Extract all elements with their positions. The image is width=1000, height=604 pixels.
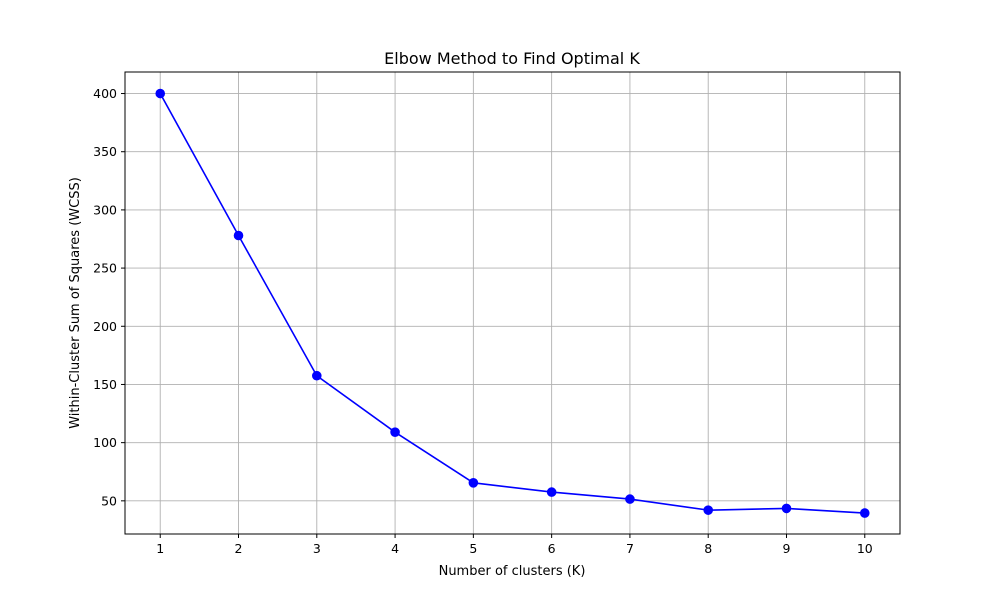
series [155,88,870,518]
y-tick-label: 200 [93,319,117,334]
y-tick-label: 50 [101,493,117,508]
data-point [546,487,557,497]
y-tick-label: 350 [93,144,117,159]
y-tick-label: 250 [93,261,117,276]
data-point [233,230,244,241]
data-point [781,503,792,514]
y-tick-label: 400 [93,86,117,101]
y-tick-label: 300 [93,202,117,217]
x-tick-label: 2 [235,541,243,556]
data-point [625,494,635,504]
y-axis-title: Within-Cluster Sum of Squares (WCSS) [68,177,83,429]
grid [125,72,900,534]
y-tick-label: 150 [93,377,117,392]
x-tick-label: 9 [783,541,791,556]
x-tick-label: 1 [156,541,164,556]
axes: 1 2 3 4 5 6 7 8 9 10 50 100 150 200 250 300 350 400 [93,71,901,556]
x-axis-title: Number of clusters (K) [439,564,586,579]
x-tick-label: 6 [548,541,556,556]
x-tick-label: 5 [469,541,477,556]
chart-title: Elbow Method to Find Optimal K [384,49,640,68]
y-tick-label: 100 [93,435,117,450]
data-point [155,88,166,99]
x-tick-label: 3 [313,541,321,556]
x-tick-label: 4 [391,541,399,556]
x-tick-label: 10 [857,541,873,556]
data-point [311,370,322,381]
x-tick-label: 7 [626,541,634,556]
data-point [859,508,870,518]
data-point [468,477,479,488]
plot-frame [124,71,901,535]
series-line [159,93,865,514]
data-point [703,505,714,515]
data-point [390,427,400,437]
x-tick-label: 8 [704,541,712,556]
